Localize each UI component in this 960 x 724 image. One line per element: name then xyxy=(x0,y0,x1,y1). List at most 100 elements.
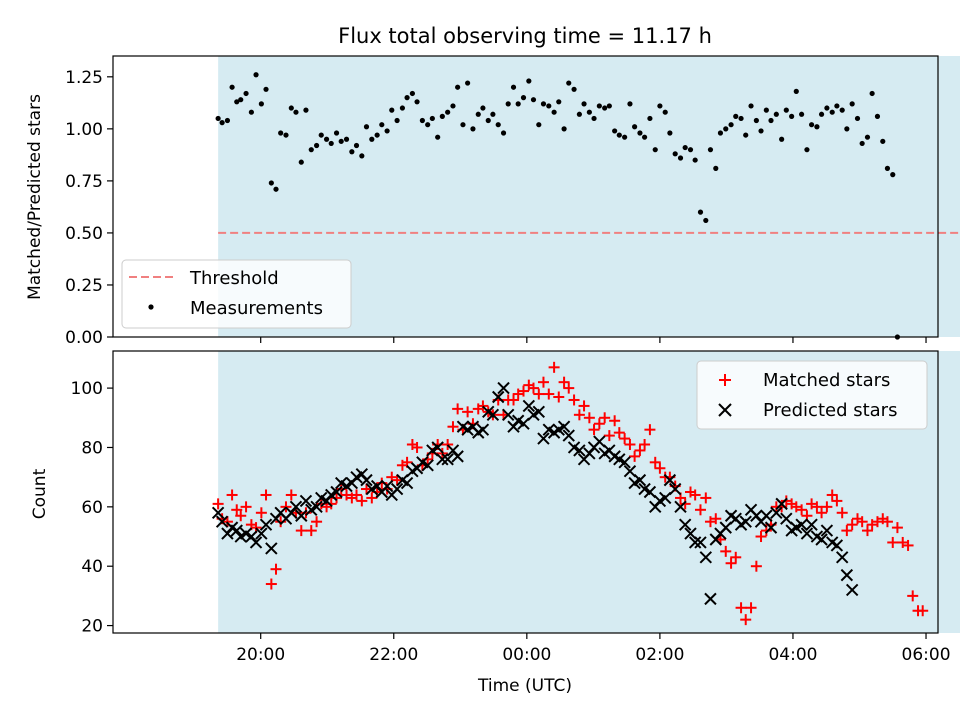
measurements-point-14 xyxy=(283,132,289,138)
predicted-stars-point-69 xyxy=(557,420,571,433)
measurements-point-94 xyxy=(687,147,694,153)
predicted-stars-point-8 xyxy=(249,536,263,549)
matched-stars-point-104 xyxy=(735,602,747,614)
measurements-point-37 xyxy=(399,105,406,111)
measurements-point-120 xyxy=(818,111,825,117)
measurements-point-62 xyxy=(526,78,532,84)
counts-axes-frame xyxy=(112,350,939,634)
counts-y-tick-label-3: 80 xyxy=(81,438,103,458)
measurements-point-113 xyxy=(783,107,789,113)
measurements-point-6 xyxy=(243,90,249,97)
measurements-point-49 xyxy=(460,122,466,128)
matched-stars-point-105 xyxy=(740,614,752,626)
x-tick-label-3: 02:00 xyxy=(635,645,684,665)
predicted-stars-point-91 xyxy=(668,482,682,496)
measurements-point-42 xyxy=(425,122,431,128)
matched-stars-point-107 xyxy=(750,560,762,572)
measurements-point-3 xyxy=(229,84,235,90)
matched-stars-point-123 xyxy=(831,495,843,507)
matched-stars-point-36 xyxy=(391,474,403,486)
threshold-legend-label: Threshold xyxy=(189,268,279,289)
measurements-point-68 xyxy=(556,99,562,105)
matched-stars-point-138 xyxy=(907,590,919,602)
matched-stars-point-6 xyxy=(240,501,252,513)
measurements-point-97 xyxy=(703,217,709,224)
predicted-stars-point-113 xyxy=(780,512,793,525)
measurements-point-129 xyxy=(864,134,871,140)
counts-y-tick-label-1: 40 xyxy=(81,557,103,577)
counts-x-ticks: 20:00 22:00 00:00 02:00 04:00 06:00 xyxy=(236,633,951,665)
matched-stars-point-40 xyxy=(411,441,423,453)
x-tick-label-2: 00:00 xyxy=(502,645,551,665)
measurements-point-58 xyxy=(505,101,511,107)
matched-stars-point-20 xyxy=(311,516,323,528)
measurements-point-127 xyxy=(854,115,861,122)
predicted-stars-point-45 xyxy=(436,453,449,466)
matched-stars-point-19 xyxy=(305,525,317,537)
measurements-point-130 xyxy=(869,90,875,97)
predicted-stars-point-20 xyxy=(310,500,323,514)
measurements-point-52 xyxy=(475,111,481,117)
measurements-point-63 xyxy=(530,97,537,103)
predicted-stars-point-17 xyxy=(295,509,308,522)
measurements-point-11 xyxy=(268,180,274,186)
predicted-stars-point-76 xyxy=(593,435,606,448)
measurements-point-103 xyxy=(733,113,739,119)
ratio-y-tick-label-1: 0.25 xyxy=(65,276,103,296)
predicted-stars-point-109 xyxy=(760,509,773,522)
ratio-legend: Threshold Measurements xyxy=(121,259,352,329)
matched-stars-point-119 xyxy=(811,501,823,513)
matched-stars-point-65 xyxy=(537,376,549,388)
predicted-stars-point-65 xyxy=(537,432,550,445)
matched-stars-point-129 xyxy=(861,525,873,537)
measurements-point-16 xyxy=(293,109,299,115)
measurements-point-8 xyxy=(253,72,259,78)
measurements-point-125 xyxy=(844,126,850,132)
matched-stars-point-3 xyxy=(226,489,238,501)
matched-stars-point-63 xyxy=(527,382,539,394)
measurements-point-20 xyxy=(313,142,320,149)
measurements-point-54 xyxy=(485,117,491,124)
matched-stars-point-108 xyxy=(755,531,767,543)
matched-stars-point-31 xyxy=(366,492,378,504)
measurements-point-107 xyxy=(753,117,759,124)
x-tick-label-5: 06:00 xyxy=(902,645,951,665)
matched-stars-point-29 xyxy=(356,495,368,507)
measurements-point-30 xyxy=(363,124,370,130)
predicted-stars-point-105 xyxy=(739,515,752,528)
x-tick-label-0: 20:00 xyxy=(236,645,285,665)
measurements-point-22 xyxy=(323,136,330,142)
matched-stars-point-133 xyxy=(881,516,893,528)
measurements-point-43 xyxy=(429,115,435,122)
measurements-point-25 xyxy=(338,138,344,144)
measurements-point-36 xyxy=(394,117,400,124)
predicted-stars-point-124 xyxy=(835,551,849,564)
predicted-stars-point-11 xyxy=(265,542,278,555)
measurements-point-119 xyxy=(814,124,820,130)
measurements-point-60 xyxy=(515,101,521,107)
x-axis-label: Time (UTC) xyxy=(477,676,572,696)
measurements-point-98 xyxy=(707,147,714,153)
predicted-stars-point-61 xyxy=(517,417,530,430)
matched-stars-point-30 xyxy=(360,483,372,495)
matched-stars-point-59 xyxy=(508,394,520,406)
predicted-legend-swatch xyxy=(718,403,732,417)
measurements-point-90 xyxy=(667,130,673,136)
counts-legend: Matched stars Predicted stars xyxy=(696,360,928,430)
measurements-point-95 xyxy=(692,157,698,163)
predicted-stars-point-110 xyxy=(764,521,778,534)
matched-stars-point-47 xyxy=(447,421,459,433)
measurements-point-69 xyxy=(561,126,567,132)
measurements-legend-label: Measurements xyxy=(190,298,323,319)
measurements-point-26 xyxy=(343,136,350,142)
predicted-stars-point-16 xyxy=(289,500,303,514)
predicted-stars-point-111 xyxy=(770,506,783,519)
predicted-stars-point-30 xyxy=(360,473,373,487)
measurements-point-124 xyxy=(839,107,845,113)
measurements-point-0 xyxy=(215,115,221,122)
measurements-point-53 xyxy=(480,105,486,111)
measurements-point-71 xyxy=(571,86,577,92)
measurements-point-35 xyxy=(389,107,395,113)
matched-stars-point-0 xyxy=(212,498,224,510)
